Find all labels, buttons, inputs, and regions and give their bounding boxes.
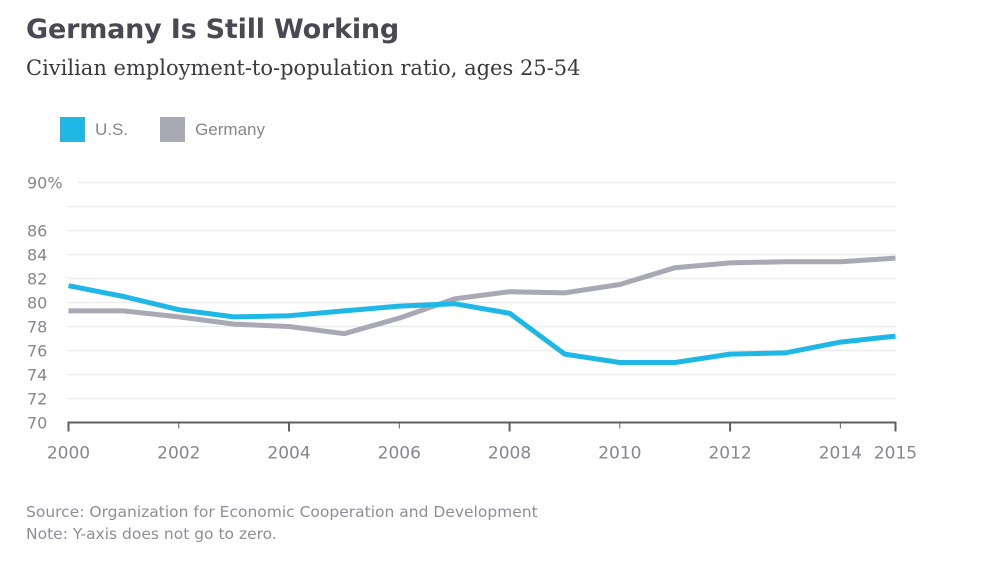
x-axis: 2000 2002 2004 2006 2008 2010 2012 2014 2015 [47, 421, 917, 464]
x-tick-label: 2006 [378, 444, 421, 464]
y-tick-label: 90% [27, 174, 63, 193]
x-tick-label: 2004 [267, 444, 310, 464]
legend-item-germany: Germany [160, 117, 265, 142]
legend-label-germany: Germany [195, 119, 265, 139]
y-tick-label: 70 [27, 414, 47, 433]
legend-swatch-germany [160, 117, 186, 142]
legend-label-us: U.S. [95, 119, 129, 139]
chart-title: Germany Is Still Working [26, 14, 400, 45]
footer: Source: Organization for Economic Cooper… [26, 501, 538, 545]
y-tick-label: 72 [27, 390, 47, 409]
series-line-us [68, 283, 896, 365]
y-tick-label: 76 [27, 342, 47, 361]
y-tick-label: 86 [27, 222, 47, 241]
y-tick-label: 80 [27, 294, 47, 313]
x-tick-label: 2012 [708, 444, 751, 464]
legend-item-us: U.S. [60, 117, 128, 142]
x-tick-label: 2000 [47, 444, 90, 464]
axis-note: Note: Y-axis does not go to zero. [26, 525, 277, 543]
legend: U.S. Germany [60, 117, 297, 142]
series-lines [68, 255, 896, 365]
x-tick-label: 2014 [819, 444, 862, 464]
y-tick-label: 78 [27, 318, 47, 337]
x-tick-label: 2008 [488, 444, 531, 464]
y-axis-labels: 90% 86 84 82 80 78 76 74 72 70 [27, 174, 63, 433]
legend-swatch-us [60, 117, 85, 142]
source-note: Source: Organization for Economic Cooper… [26, 503, 538, 521]
series-line-germany [68, 255, 896, 337]
y-tick-label: 82 [27, 270, 47, 289]
chart-subtitle: Civilian employment-to-population ratio,… [26, 56, 581, 80]
x-tick-label: 2010 [598, 444, 641, 464]
x-tick-label: 2015 [874, 444, 917, 464]
x-tick-label: 2002 [157, 444, 200, 464]
y-tick-label: 84 [27, 246, 47, 265]
gridlines [68, 181, 896, 400]
y-tick-label: 74 [27, 366, 47, 385]
